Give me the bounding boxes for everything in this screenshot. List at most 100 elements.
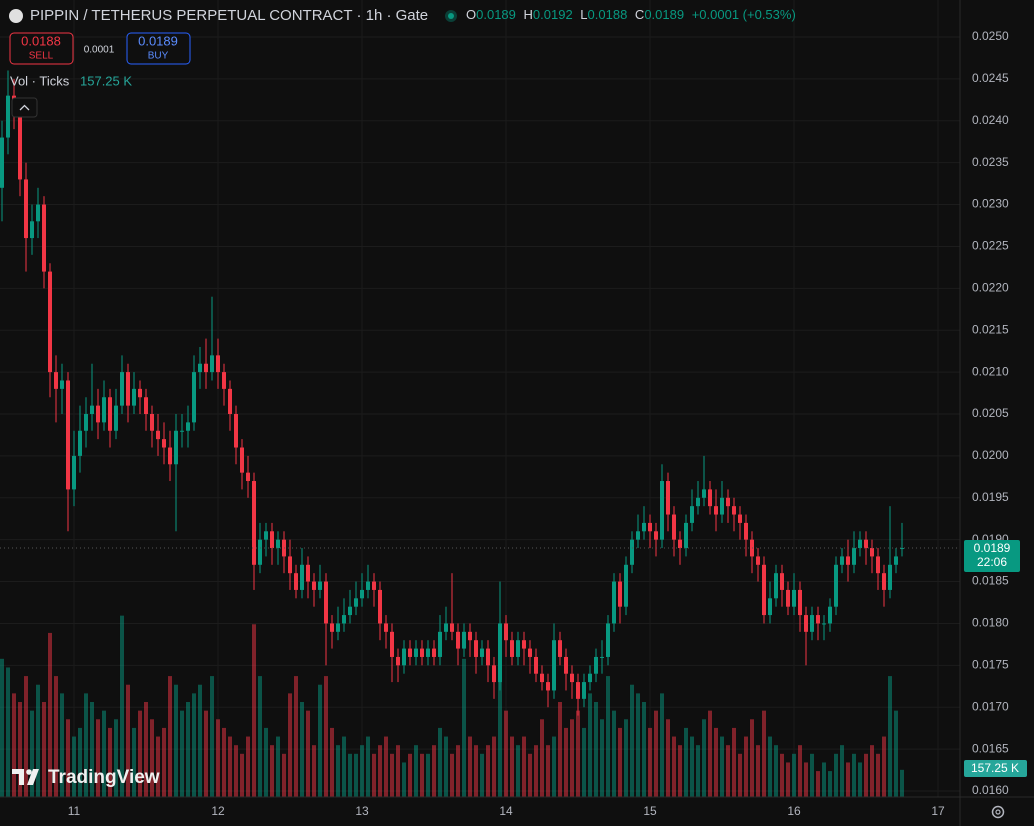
ohlc-key: H (524, 7, 533, 22)
volume-bar (785, 762, 790, 797)
volume-bar (803, 762, 808, 797)
candle-body (401, 648, 406, 666)
candle-body (41, 204, 46, 272)
candle-body (143, 397, 148, 414)
ohlc-value: 0.0189 (476, 7, 516, 22)
volume-bar (887, 676, 892, 797)
candle-body (623, 564, 628, 607)
volume-bar (881, 736, 886, 797)
candle-body (761, 564, 766, 616)
candle-body (281, 539, 286, 557)
volume-bar (821, 762, 826, 797)
volume-legend-value: 157.25 K (80, 73, 132, 88)
volume-bar (713, 727, 718, 797)
candle-body (503, 623, 508, 641)
volume-bar (71, 736, 76, 797)
candle-body (809, 615, 814, 632)
volume-bar (449, 753, 454, 797)
volume-bar (101, 710, 106, 797)
volume-bar (143, 702, 148, 797)
candle-body (161, 439, 166, 448)
volume-layer (0, 615, 904, 797)
volume-bar (683, 727, 688, 797)
y-tick-label: 0.0235 (972, 155, 1009, 169)
candle-body (311, 581, 316, 590)
volume-bar (749, 719, 754, 797)
candle-body (329, 623, 334, 632)
y-tick-label: 0.0200 (972, 448, 1009, 462)
volume-bar (863, 753, 868, 797)
candle-body (419, 648, 424, 657)
y-tick-label: 0.0225 (972, 239, 1009, 253)
status-dot (448, 13, 454, 19)
candle-body (53, 372, 58, 389)
volume-bar (647, 727, 652, 797)
volume-bar (113, 719, 118, 797)
volume-bar (761, 710, 766, 797)
candle-body (203, 363, 208, 373)
candle-body (197, 363, 202, 373)
y-tick-label: 0.0215 (972, 322, 1009, 336)
volume-bar (587, 693, 592, 797)
volume-bar (575, 710, 580, 797)
x-tick-label: 16 (787, 804, 801, 818)
volume-bar (461, 658, 466, 797)
volume-bar (539, 719, 544, 797)
volume-bar (23, 676, 28, 797)
candle-body (839, 556, 844, 565)
volume-bar (731, 727, 736, 797)
volume-bar (533, 745, 538, 797)
y-tick-label: 0.0240 (972, 113, 1009, 127)
volume-bar (125, 684, 130, 797)
volume-bar (833, 753, 838, 797)
ohlc-value: 0.0189 (644, 7, 684, 22)
candle-body (221, 372, 226, 389)
volume-bar (797, 745, 802, 797)
candle-layer (0, 70, 960, 716)
volume-bar (179, 710, 184, 797)
candle-body (449, 623, 454, 632)
ohlc-legend: O0.0189 H0.0192 L0.0188 C0.0189 +0.0001 … (466, 7, 796, 22)
candle-body (617, 581, 622, 607)
volume-bar (131, 727, 136, 797)
candle-body (653, 531, 658, 540)
volume-bar (29, 710, 34, 797)
candle-body (17, 112, 22, 180)
volume-bar (149, 719, 154, 797)
volume-bar (119, 615, 124, 797)
volume-bar (167, 676, 172, 797)
volume-bar (203, 710, 208, 797)
volume-bar (275, 736, 280, 797)
candle-body (575, 682, 580, 699)
settings-icon[interactable] (991, 805, 1005, 819)
volume-bar (545, 745, 550, 797)
buy-button[interactable] (126, 32, 191, 65)
volume-bar (899, 769, 904, 797)
candle-body (605, 623, 610, 657)
y-tick-label: 0.0205 (972, 406, 1009, 420)
candle-body (119, 372, 124, 406)
settings[interactable] (991, 805, 1005, 819)
sell-button[interactable] (9, 32, 74, 65)
symbol-icon[interactable] (9, 9, 23, 23)
candle-body (863, 539, 868, 549)
candle-body (59, 380, 64, 389)
candle-body (785, 589, 790, 607)
candle-body (359, 589, 364, 599)
candle-body (227, 388, 232, 414)
y-tick-label: 0.0210 (972, 364, 1009, 378)
candle-body (287, 556, 292, 574)
volume-bar (209, 676, 214, 797)
volume-bar (719, 736, 724, 797)
x-tick-label: 12 (211, 804, 225, 818)
volume-bar (599, 719, 604, 797)
candle-body (701, 489, 706, 498)
y-tick-label: 0.0245 (972, 71, 1009, 85)
candle-body (767, 598, 772, 616)
candle-body (593, 656, 598, 674)
logo-text: TradingView (48, 767, 160, 788)
volume-bar (611, 710, 616, 797)
collapse-button[interactable] (11, 97, 38, 118)
volume-bar (371, 753, 376, 797)
